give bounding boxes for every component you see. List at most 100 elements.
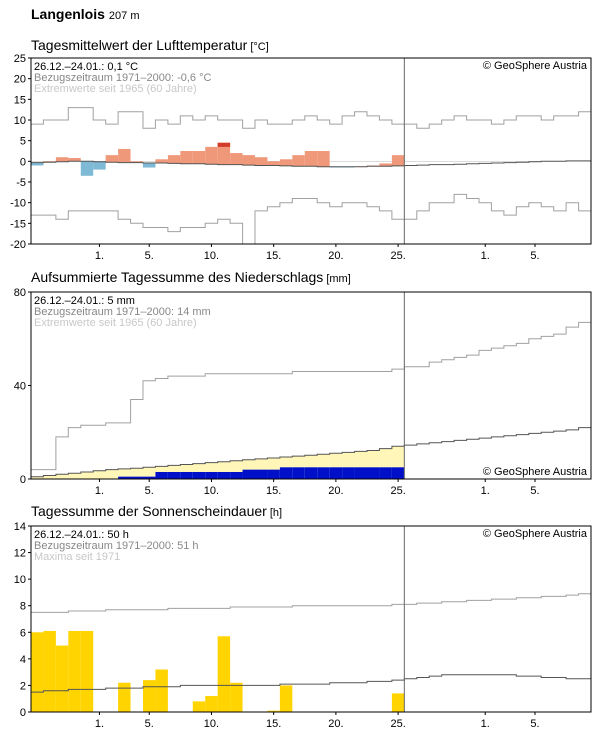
sunshine-bar bbox=[68, 630, 81, 712]
precipitation-x-tick-label: 20. bbox=[328, 485, 343, 497]
sunshine-x-tick-label: 25. bbox=[390, 718, 405, 729]
precipitation-deficit-area bbox=[167, 465, 181, 472]
temperature-bar bbox=[55, 157, 69, 162]
precipitation-cumulative-bar bbox=[192, 471, 206, 479]
precipitation-deficit-area bbox=[354, 451, 367, 468]
sunshine-y-tick-label: 0 bbox=[20, 707, 26, 719]
temperature-y-tick-label: -10 bbox=[10, 198, 26, 210]
temperature-bar bbox=[242, 155, 255, 166]
temperature-bar bbox=[205, 146, 218, 165]
sunshine-bar bbox=[279, 685, 293, 712]
sunshine-bar bbox=[192, 701, 206, 712]
precipitation-deficit-area bbox=[317, 454, 330, 468]
temperature-min-line bbox=[31, 193, 591, 245]
precipitation-deficit-area bbox=[130, 468, 143, 477]
temperature-bar bbox=[217, 142, 231, 165]
sunshine-y-tick-label: 10 bbox=[14, 574, 26, 586]
sunshine-y-tick-label: 14 bbox=[14, 521, 26, 533]
sunshine-copyright: © GeoSphere Austria bbox=[483, 528, 588, 540]
precipitation-plot-frame bbox=[30, 291, 592, 480]
temperature-bar bbox=[230, 153, 243, 165]
station-name: Langenlois bbox=[31, 6, 105, 22]
temperature-bar bbox=[379, 163, 392, 167]
sunshine-bar bbox=[391, 693, 405, 712]
sunshine-bar bbox=[217, 636, 231, 712]
precipitation-y-tick-label: 0 bbox=[20, 474, 26, 486]
temperature-bar bbox=[118, 148, 131, 163]
precipitation-cumulative-bar bbox=[180, 471, 193, 479]
temperature-bar bbox=[317, 151, 330, 167]
temperature-y-tick-label: -15 bbox=[10, 218, 26, 230]
temperature-bar bbox=[143, 162, 156, 168]
precipitation-plot-border bbox=[30, 291, 592, 480]
precipitation-cumulative-bar bbox=[342, 467, 355, 479]
precipitation-x-tick-label: 10. bbox=[204, 485, 219, 497]
precipitation-cumulative-bar bbox=[391, 467, 405, 479]
temperature-bar bbox=[155, 159, 168, 163]
precipitation-y-tick-label: 80 bbox=[14, 287, 26, 299]
sunshine-reference-line bbox=[31, 674, 591, 693]
temperature-unit: [°C] bbox=[250, 41, 269, 53]
temperature-x-tick-label: 15. bbox=[266, 250, 281, 262]
sunshine-legend-1: Bezugszeitraum 1971–2000: 51 h bbox=[34, 540, 199, 552]
precipitation-deficit-area bbox=[242, 459, 255, 470]
precipitation-cumulative-bar bbox=[367, 467, 380, 479]
precipitation-legend-2: Extremwerte seit 1965 (60 Jahre) bbox=[34, 317, 197, 329]
precipitation-cumulative-bar bbox=[292, 467, 305, 479]
temperature-x-tick-label: 5. bbox=[145, 250, 154, 262]
sunshine-legend-0: 26.12.–24.01.: 50 h bbox=[34, 529, 129, 541]
precipitation-cumulative-bar bbox=[329, 467, 343, 479]
precipitation-deficit-area bbox=[118, 468, 131, 477]
precipitation-cumulative-bar bbox=[379, 467, 392, 479]
temperature-x-tick-label: 20. bbox=[328, 250, 343, 262]
precipitation-x-tick-label: 1. bbox=[481, 485, 490, 497]
precipitation-cumulative-bar bbox=[130, 476, 143, 479]
precipitation-cumulative-bar bbox=[317, 467, 330, 479]
precipitation-title-text: Aufsummierte Tagessumme des Niederschlag… bbox=[31, 269, 324, 285]
temperature-y-tick-label: 15 bbox=[14, 94, 26, 106]
precipitation-deficit-area bbox=[31, 476, 44, 479]
precipitation-deficit-area bbox=[267, 457, 280, 470]
precipitation-deficit-area bbox=[367, 450, 380, 468]
precipitation-x-tick-label: 1. bbox=[95, 485, 104, 497]
temperature-x-tick-label: 5. bbox=[530, 250, 539, 262]
temperature-bar bbox=[180, 151, 193, 164]
precipitation-deficit-area bbox=[143, 467, 156, 477]
temperature-legend-2: Extremwerte seit 1965 (60 Jahre) bbox=[34, 83, 197, 95]
sunshine-x-tick-label: 5. bbox=[145, 718, 154, 729]
sunshine-max-line bbox=[31, 593, 591, 613]
precipitation-deficit-area bbox=[391, 446, 405, 468]
sunshine-x-tick-label: 1. bbox=[481, 718, 490, 729]
temperature-max-line bbox=[31, 107, 591, 129]
precipitation-deficit-area bbox=[304, 455, 318, 468]
precipitation-copyright: © GeoSphere Austria bbox=[483, 466, 588, 478]
precipitation-legend-0: 26.12.–24.01.: 5 mm bbox=[34, 295, 135, 307]
precipitation-deficit-area bbox=[342, 452, 355, 468]
sunshine-bar bbox=[205, 696, 218, 712]
station-title: Langenlois 207 m bbox=[31, 6, 139, 22]
temperature-bar bbox=[267, 161, 280, 166]
sunshine-plot-frame bbox=[30, 525, 592, 713]
precipitation-cumulative-bar bbox=[304, 467, 318, 479]
temperature-legend-0: 26.12.–24.01.: 0,1 °C bbox=[34, 61, 138, 73]
sunshine-x-tick-label: 5. bbox=[530, 718, 539, 729]
precipitation-deficit-area bbox=[292, 456, 305, 468]
temperature-x-tick-label: 1. bbox=[481, 250, 490, 262]
precipitation-x-tick-label: 25. bbox=[390, 485, 405, 497]
sunshine-bar bbox=[230, 682, 243, 712]
temperature-reference-line bbox=[31, 160, 591, 168]
temperature-legend-1: Bezugszeitraum 1971–2000: -0,6 °C bbox=[34, 72, 212, 84]
sunshine-chart-title: Tagessumme der Sonnenscheindauer [h] bbox=[31, 503, 282, 519]
sunshine-plot-border bbox=[30, 525, 592, 713]
precipitation-deficit-area bbox=[255, 458, 268, 470]
precipitation-cumulative-bar bbox=[279, 467, 293, 479]
precipitation-deficit-area bbox=[80, 471, 94, 479]
precipitation-deficit-area bbox=[279, 457, 293, 468]
temperature-y-tick-label: 20 bbox=[14, 74, 26, 86]
temperature-bar bbox=[279, 159, 293, 166]
temperature-bar-extreme bbox=[217, 142, 231, 147]
precipitation-cumulative-bar bbox=[155, 471, 168, 479]
temperature-bar bbox=[93, 161, 106, 170]
sunshine-y-tick-label: 4 bbox=[20, 654, 26, 666]
